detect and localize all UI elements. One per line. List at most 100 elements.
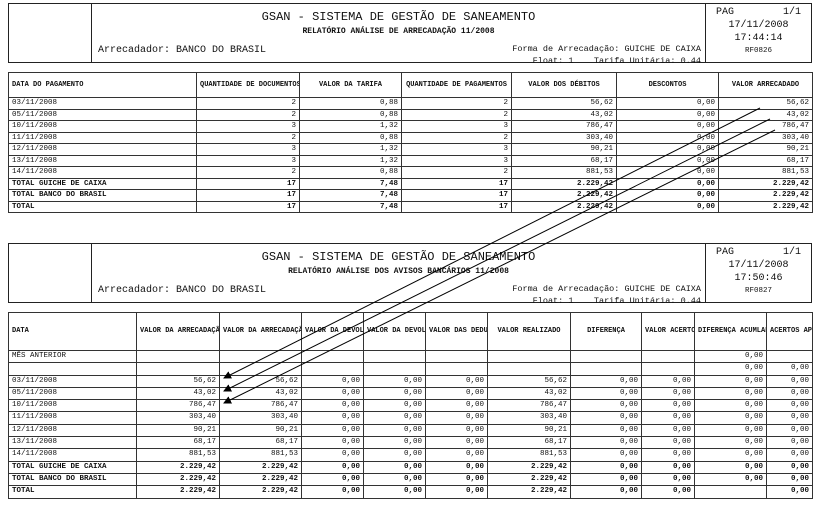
table-cell: 2.229,42 — [219, 472, 302, 487]
table-cell — [8, 362, 137, 376]
total-row: TOTAL BANCO DO BRASIL 17 7,48 17 2.229,42 0,0… — [8, 189, 813, 202]
table-cell: 0,00 — [641, 423, 695, 438]
tarifa-unitaria: Tarifa Unitária: 0.44 — [593, 56, 701, 66]
table-cell — [487, 349, 571, 364]
table-cell: 303,40 — [487, 411, 571, 425]
table-cell: 0,88 — [299, 166, 402, 179]
page-number: 1/1 — [782, 7, 801, 18]
table-cell: 0,00 — [766, 460, 813, 474]
table-cell: 786,47 — [136, 399, 220, 413]
report-code: RF0827 — [744, 287, 772, 295]
pag-label: PAG — [716, 7, 735, 18]
table-cell: 68,17 — [487, 436, 571, 450]
table-cell: 0,00 — [425, 460, 488, 474]
table-cell — [766, 349, 813, 364]
table-cell: 2 — [401, 131, 512, 144]
table-cell: 56,62 — [487, 374, 571, 388]
table-cell: 0,00 — [641, 448, 695, 462]
table-cell: 0,00 — [425, 423, 488, 438]
table-cell: 05/11/2008 — [8, 386, 137, 401]
column-header: VALOR ARRECADADO — [718, 72, 813, 98]
table-cell: 0,00 — [641, 460, 695, 474]
table-cell: 2 — [196, 166, 300, 179]
table-cell: 0,00 — [641, 472, 695, 487]
table-cell: 0,00 — [641, 485, 695, 499]
column-header: DATA DO PAGAMENTO — [8, 72, 197, 98]
table-cell: TOTAL BANCO DO BRASIL — [8, 472, 137, 487]
table-cell: 881,53 — [511, 166, 617, 179]
table-row: 12/11/2008 3 1,32 3 90,21 0,00 90,21 — [8, 143, 813, 156]
table-cell: 2.229,42 — [136, 472, 220, 487]
table-cell: 0,00 — [570, 460, 642, 474]
table-cell: 2.229,42 — [718, 189, 813, 202]
report-time: 17:50:46 — [734, 273, 783, 284]
table-cell: 2.229,42 — [136, 485, 220, 499]
table-cell: 1,32 — [299, 154, 402, 167]
table-cell: 303,40 — [219, 411, 302, 425]
table-cell — [301, 349, 364, 364]
table-cell: 11/11/2008 — [8, 411, 137, 425]
table-cell: 0,00 — [766, 423, 813, 438]
table-cell: 13/11/2008 — [8, 154, 197, 167]
table-cell: 0,00 — [301, 411, 364, 425]
table-cell: 786,47 — [511, 120, 617, 133]
table-cell: 0,00 — [641, 399, 695, 413]
table-cell: TOTAL GUICHE DE CAIXA — [8, 460, 137, 474]
table-cell: 0,00 — [570, 448, 642, 462]
table-cell: 7,48 — [299, 200, 402, 213]
table-cell: 56,62 — [219, 374, 302, 388]
column-header: VALOR REALIZADO — [487, 312, 571, 351]
report-title: GSAN - SISTEMA DE GESTÃO DE SANEAMENTO — [261, 10, 536, 24]
table-cell: 786,47 — [219, 399, 302, 413]
column-header: DESCONTOS — [616, 72, 719, 98]
table-cell: 2.229,42 — [136, 460, 220, 474]
table-row: 13/11/2008 3 1,32 3 68,17 0,00 68,17 — [8, 154, 813, 167]
table-cell: 17 — [196, 177, 300, 190]
table-cell: 56,62 — [136, 374, 220, 388]
report-subtitle: RELATÓRIO ANÁLISE DOS AVISOS BANCÁRIOS 1… — [288, 267, 509, 276]
column-header: VALOR DAS DEDUÇÕES — [425, 312, 488, 351]
table-cell: 13/11/2008 — [8, 436, 137, 450]
table-cell: 0,00 — [301, 374, 364, 388]
header-meta: PAG 1/1 17/11/2008 17:44:14 RF0826 — [705, 4, 811, 62]
table-cell: 0,00 — [363, 411, 426, 425]
table-cell: 0,00 — [766, 411, 813, 425]
table-cell: 0,00 — [616, 97, 719, 110]
table-cell: 0,00 — [301, 448, 364, 462]
page-number: 1/1 — [782, 247, 801, 258]
report1-header: GSAN - SISTEMA DE GESTÃO DE SANEAMENTO R… — [8, 3, 812, 66]
table-cell: 0,00 — [694, 399, 767, 413]
pag-label: PAG — [716, 247, 735, 258]
table-cell: 2 — [196, 131, 300, 144]
table-cell: 2.229,42 — [511, 189, 617, 202]
table-cell: 0,00 — [425, 436, 488, 450]
table-cell: 3 — [401, 154, 512, 167]
table-cell: 43,02 — [718, 108, 813, 121]
table-cell: 68,17 — [511, 154, 617, 167]
table-cell — [425, 349, 488, 364]
arrecadador: Arrecadador: BANCO DO BRASIL — [98, 285, 267, 296]
table-cell: 2.229,42 — [219, 460, 302, 474]
report-code: RF0826 — [744, 47, 772, 55]
table-cell — [363, 349, 426, 364]
table-cell: 0,88 — [299, 108, 402, 121]
table-cell: 0,00 — [694, 386, 767, 401]
table-cell: 0,00 — [616, 120, 719, 133]
table-cell: 90,21 — [718, 143, 813, 156]
column-header: QUANTIDADE DE PAGAMENTOS — [401, 72, 512, 98]
table-cell: 11/11/2008 — [8, 131, 197, 144]
column-header: ACERTOS APLICADOS — [766, 312, 813, 351]
table-cell: 7,48 — [299, 177, 402, 190]
table-cell: 12/11/2008 — [8, 143, 197, 156]
table-cell: 303,40 — [511, 131, 617, 144]
table-cell: 3 — [196, 154, 300, 167]
table-cell: 881,53 — [487, 448, 571, 462]
table-cell: 3 — [196, 143, 300, 156]
table-row: 11/11/2008 303,40 303,40 0,00 0,00 0,00 303,40… — [8, 411, 813, 425]
total-row: TOTAL 2.229,42 2.229,42 0,00 0,00 0,00 2.229,4… — [8, 485, 813, 499]
table-cell: 303,40 — [136, 411, 220, 425]
total-row: TOTAL BANCO DO BRASIL 2.229,42 2.229,42 0,0… — [8, 472, 813, 487]
table-cell — [570, 349, 642, 364]
tarifa-unitaria: Tarifa Unitária: 0.44 — [593, 296, 701, 306]
table-cell: 3 — [401, 120, 512, 133]
